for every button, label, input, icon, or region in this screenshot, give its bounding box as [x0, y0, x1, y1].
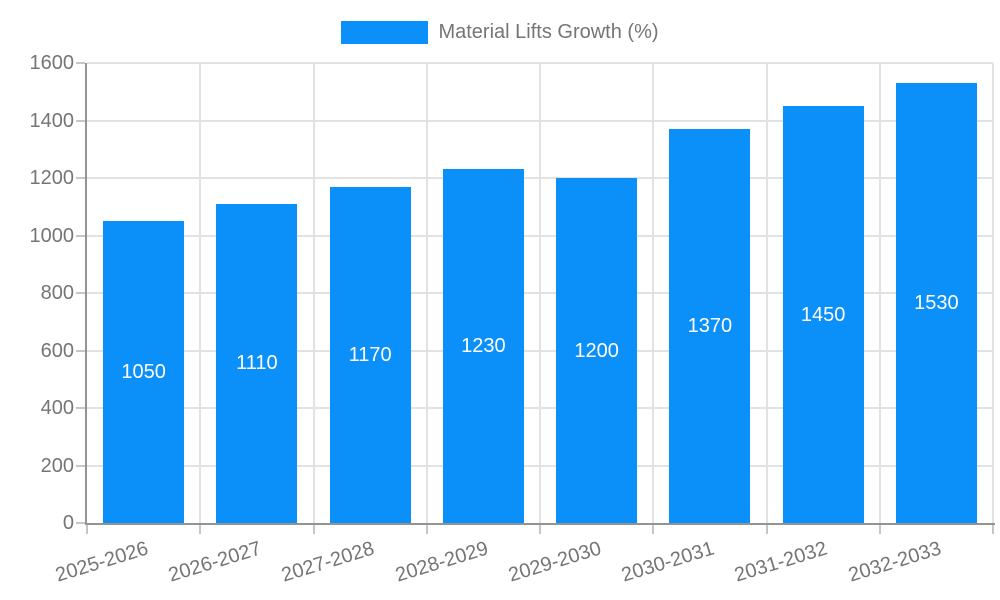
y-axis-tick-label: 200	[40, 454, 74, 477]
x-axis-tick	[199, 525, 202, 534]
y-axis-tick	[76, 407, 85, 409]
gridline-vertical	[539, 63, 541, 523]
x-axis-category-label: 2029-2030	[505, 537, 604, 587]
y-axis-tick	[76, 177, 85, 179]
bar	[895, 83, 977, 523]
x-axis-tick	[312, 525, 315, 534]
y-axis-tick-label: 400	[40, 397, 74, 419]
x-axis-tick	[992, 525, 994, 534]
y-axis-tick-label: 800	[40, 282, 74, 304]
x-axis-tick	[425, 525, 428, 534]
x-axis-tick	[86, 525, 88, 534]
y-axis-tick	[76, 464, 85, 467]
bar	[669, 129, 751, 523]
bar-value-label: 1050	[121, 361, 166, 384]
gridline-vertical	[199, 63, 202, 523]
y-axis-tick	[76, 234, 85, 237]
x-axis-tick	[539, 525, 541, 534]
y-axis-tick	[76, 62, 85, 64]
gridline-vertical	[878, 63, 881, 523]
legend: Material Lifts Growth (%)	[0, 20, 1000, 44]
legend-swatch	[341, 20, 429, 44]
y-axis-tick	[76, 119, 85, 122]
bar-value-label: 1170	[348, 343, 392, 366]
y-axis-tick-label: 1000	[29, 224, 75, 247]
x-axis-category-label: 2028-2029	[392, 537, 491, 587]
x-axis-category-label: 2026-2027	[166, 537, 265, 587]
bar	[556, 178, 638, 523]
bar-value-label: 1110	[236, 352, 278, 375]
gridline-vertical	[765, 63, 768, 523]
x-axis-category-label: 2030-2031	[619, 537, 718, 587]
bar-value-label: 1200	[574, 339, 619, 362]
bar	[216, 203, 298, 523]
x-axis-category-label: 2032-2033	[845, 537, 944, 587]
x-axis-tick	[878, 525, 881, 534]
y-axis-tick-label: 1400	[29, 109, 75, 132]
gridline-vertical	[425, 63, 428, 523]
bar	[103, 221, 185, 523]
y-axis-tick	[76, 522, 85, 524]
bar	[782, 106, 864, 523]
bar-value-label: 1370	[687, 315, 733, 338]
gridline-vertical	[312, 63, 315, 523]
y-axis-tick	[76, 349, 85, 352]
legend-label: Material Lifts Growth (%)	[438, 21, 659, 43]
bar	[442, 169, 524, 523]
bar-value-label: 1530	[914, 292, 959, 315]
x-axis-line	[85, 523, 995, 525]
y-axis-tick-label: 0	[62, 512, 74, 534]
gridline-vertical	[992, 63, 994, 523]
x-axis-tick	[765, 525, 768, 534]
bar	[329, 186, 411, 523]
y-axis-tick-label: 600	[40, 339, 74, 362]
y-axis-tick	[76, 292, 85, 294]
x-axis-category-label: 2027-2028	[279, 537, 378, 587]
y-axis-line	[85, 63, 87, 525]
y-axis-tick-label: 1200	[29, 167, 75, 189]
bar-value-label: 1230	[461, 335, 506, 358]
x-axis-tick	[652, 525, 655, 534]
x-axis-category-label: 2025-2026	[52, 537, 151, 587]
x-axis-category-label: 2031-2032	[732, 537, 831, 587]
y-axis-tick-label: 1600	[29, 52, 75, 74]
bar-value-label: 1450	[800, 303, 846, 326]
gridline-vertical	[652, 63, 655, 523]
